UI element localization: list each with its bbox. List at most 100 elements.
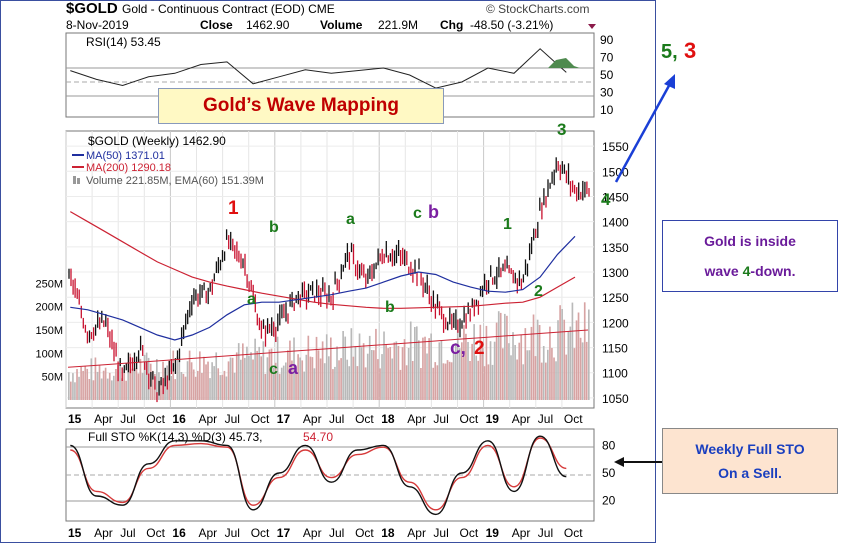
volume-bar bbox=[84, 366, 87, 400]
volume-bar bbox=[471, 343, 473, 400]
x-label-mid: 19 bbox=[486, 412, 500, 426]
wave-label-c3: c, bbox=[450, 338, 466, 359]
x-label-bottom: Oct bbox=[460, 526, 479, 540]
volume-bar bbox=[113, 375, 115, 400]
chg-label: Chg bbox=[440, 18, 463, 32]
sto-tick-label: 20 bbox=[602, 494, 616, 508]
volume-bar bbox=[139, 358, 142, 400]
volume-bar bbox=[551, 348, 553, 400]
volume-bar bbox=[96, 371, 99, 400]
volume-bar bbox=[381, 354, 383, 400]
volume-bar bbox=[307, 335, 310, 400]
volume-bar bbox=[497, 311, 500, 400]
x-label-bottom: Apr bbox=[199, 526, 218, 540]
volume-bar bbox=[502, 348, 504, 400]
volume-bar bbox=[422, 337, 424, 400]
volume-bar bbox=[393, 342, 396, 400]
volume-bar bbox=[514, 345, 516, 400]
volume-bar bbox=[256, 350, 258, 400]
volume-bar bbox=[473, 324, 475, 400]
volume-bar bbox=[184, 376, 187, 400]
volume-bar bbox=[321, 341, 324, 400]
volume-bar bbox=[436, 365, 439, 400]
volume-bar bbox=[334, 366, 336, 400]
volume-bar bbox=[170, 376, 173, 400]
volume-bar bbox=[524, 328, 527, 400]
volume-bar bbox=[133, 368, 136, 400]
volume-bar bbox=[526, 350, 529, 400]
volume-bar bbox=[104, 367, 107, 400]
volume-bar bbox=[137, 373, 140, 400]
volume-bar bbox=[285, 362, 287, 400]
volume-bar bbox=[579, 337, 582, 400]
volume-bar bbox=[197, 370, 199, 400]
volume-bar bbox=[278, 373, 281, 400]
volume-bar bbox=[94, 357, 97, 400]
x-label-mid: Apr bbox=[512, 412, 531, 426]
volume-bar bbox=[489, 341, 492, 400]
volume-bar bbox=[571, 302, 574, 400]
volume-bar bbox=[577, 312, 580, 400]
volume-bar bbox=[360, 347, 363, 400]
volume-bar bbox=[567, 331, 570, 400]
x-label-mid: Jul bbox=[225, 412, 240, 426]
price-tick-label: 1450 bbox=[602, 190, 629, 204]
rsi-label: RSI(14) 53.45 bbox=[86, 35, 161, 49]
volume-ema-line bbox=[67, 329, 589, 368]
volume-bar bbox=[176, 356, 179, 400]
x-label-bottom: 19 bbox=[486, 526, 500, 540]
volume-bar bbox=[362, 343, 365, 400]
volume-tick-label: 200M bbox=[35, 302, 63, 314]
volume-bar bbox=[534, 356, 537, 400]
volume-bar bbox=[108, 372, 111, 400]
volume-bar bbox=[254, 338, 256, 400]
volume-bar bbox=[432, 367, 435, 400]
volume-bar bbox=[416, 326, 418, 400]
volume-bar bbox=[387, 348, 389, 400]
volume-bar bbox=[270, 348, 273, 400]
x-label-bottom: Jul bbox=[120, 526, 135, 540]
volume-bar bbox=[74, 382, 76, 400]
chg-down-icon bbox=[588, 24, 596, 29]
volume-bar bbox=[311, 357, 314, 400]
wave-label-2b: 2 bbox=[534, 283, 543, 300]
volume-bar bbox=[135, 368, 138, 400]
volume-bar bbox=[518, 342, 521, 400]
main-legend-title: $GOLD (Weekly) 1462.90 bbox=[88, 134, 226, 148]
volume-bar bbox=[78, 376, 80, 400]
volume-bar bbox=[301, 360, 304, 400]
x-label-bottom: Oct bbox=[355, 526, 374, 540]
volume-bar bbox=[403, 339, 406, 400]
volume-bar bbox=[446, 360, 449, 400]
volume-bar bbox=[98, 364, 101, 400]
volume-bar bbox=[325, 334, 328, 400]
volume-bar bbox=[512, 332, 514, 400]
volume-bar bbox=[354, 346, 357, 400]
volume-bar bbox=[289, 340, 291, 400]
volume-bar bbox=[442, 363, 445, 400]
volume-bar bbox=[350, 328, 353, 400]
volume-bar bbox=[219, 375, 222, 400]
x-label-mid: Oct bbox=[251, 412, 270, 426]
x-label-mid: 15 bbox=[68, 412, 82, 426]
wave4-note-pre: wave bbox=[704, 263, 743, 279]
volume-bar bbox=[555, 361, 557, 400]
volume-bar bbox=[481, 344, 484, 400]
volume-bar bbox=[266, 357, 269, 400]
wave-label-1b: 1 bbox=[503, 216, 512, 233]
sto-label: Full STO %K(14,3) %D(3) 45.73, bbox=[88, 430, 263, 444]
volume-bar bbox=[409, 321, 412, 400]
volume-bar bbox=[508, 343, 510, 400]
volume-bar bbox=[207, 361, 209, 400]
wave-label-b1: b bbox=[269, 219, 279, 236]
volume-bar bbox=[121, 378, 123, 400]
volume-bar bbox=[581, 342, 584, 400]
x-label-bottom: Jul bbox=[329, 526, 344, 540]
chart-date: 8-Nov-2019 bbox=[66, 18, 129, 32]
volume-bar bbox=[80, 366, 82, 400]
volume-bar bbox=[194, 376, 197, 400]
volume-bar bbox=[141, 373, 144, 400]
volume-bar bbox=[246, 346, 248, 400]
wave4-note-line2: wave 4-down. bbox=[704, 256, 795, 286]
volume-bar bbox=[454, 343, 457, 400]
